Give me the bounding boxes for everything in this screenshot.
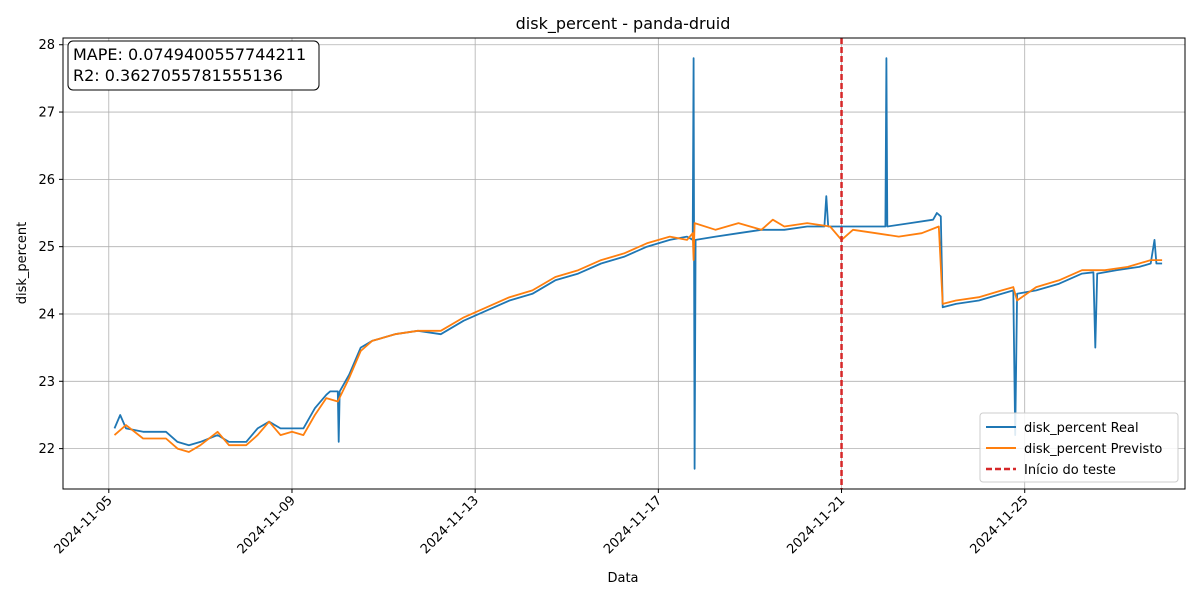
legend: disk_percent Real disk_percent Previsto … bbox=[979, 412, 1179, 483]
y-tick-label: 26 bbox=[38, 173, 55, 188]
y-tick-label: 24 bbox=[38, 307, 55, 322]
y-tick-label: 25 bbox=[38, 240, 55, 255]
y-tick-label: 27 bbox=[38, 106, 55, 121]
metrics-annotation: MAPE: 0.0749400557744211 R2: 0.362705578… bbox=[67, 40, 320, 91]
y-tick-label: 23 bbox=[38, 375, 55, 390]
chart-title: disk_percent - panda-druid bbox=[516, 14, 731, 34]
grid bbox=[63, 38, 1185, 489]
metrics-box bbox=[67, 40, 320, 91]
y-tick-label: 28 bbox=[38, 38, 55, 53]
mape-text: MAPE: 0.0749400557744211 bbox=[73, 45, 306, 64]
axes-frame bbox=[62, 37, 1186, 490]
legend-box bbox=[979, 412, 1179, 483]
legend-label-real: disk_percent Real bbox=[1024, 421, 1139, 436]
legend-label-previsto: disk_percent Previsto bbox=[1024, 442, 1162, 457]
series-line-real bbox=[113, 57, 1163, 470]
x-axis-label: Data bbox=[607, 571, 638, 586]
series-line-previsto bbox=[113, 218, 1163, 453]
y-axis-label: disk_percent bbox=[15, 222, 30, 304]
legend-label-test-start: Início do teste bbox=[1024, 463, 1116, 478]
y-tick-label: 22 bbox=[38, 442, 55, 457]
y-axis: 22 23 24 25 26 27 28 bbox=[38, 38, 63, 457]
r2-text: R2: 0.3627055781555136 bbox=[73, 66, 283, 85]
plot-area bbox=[113, 38, 1163, 489]
